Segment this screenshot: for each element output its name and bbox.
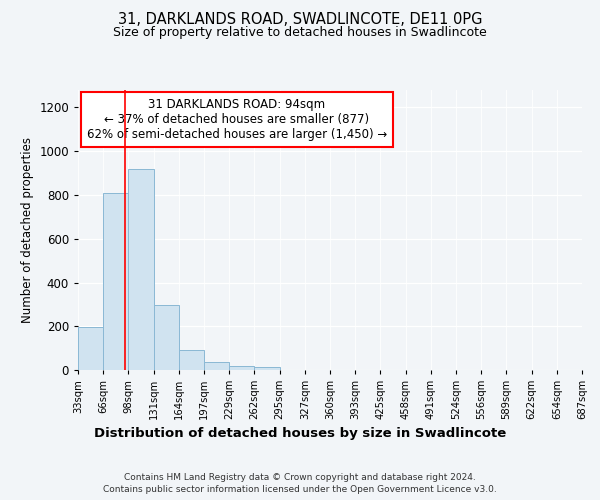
Bar bbox=[103, 193, 128, 370]
Text: 31 DARKLANDS ROAD: 94sqm
← 37% of detached houses are smaller (877)
62% of semi-: 31 DARKLANDS ROAD: 94sqm ← 37% of detach… bbox=[86, 98, 387, 142]
Bar bbox=[229, 366, 254, 370]
Bar bbox=[254, 366, 280, 370]
Text: 31, DARKLANDS ROAD, SWADLINCOTE, DE11 0PG: 31, DARKLANDS ROAD, SWADLINCOTE, DE11 0P… bbox=[118, 12, 482, 28]
Bar bbox=[179, 350, 204, 370]
Bar bbox=[204, 362, 229, 370]
Bar bbox=[78, 328, 103, 370]
Y-axis label: Number of detached properties: Number of detached properties bbox=[20, 137, 34, 323]
Text: Contains HM Land Registry data © Crown copyright and database right 2024.: Contains HM Land Registry data © Crown c… bbox=[124, 472, 476, 482]
Text: Distribution of detached houses by size in Swadlincote: Distribution of detached houses by size … bbox=[94, 428, 506, 440]
Bar bbox=[128, 168, 154, 370]
Bar bbox=[154, 306, 179, 370]
Text: Size of property relative to detached houses in Swadlincote: Size of property relative to detached ho… bbox=[113, 26, 487, 39]
Text: Contains public sector information licensed under the Open Government Licence v3: Contains public sector information licen… bbox=[103, 485, 497, 494]
